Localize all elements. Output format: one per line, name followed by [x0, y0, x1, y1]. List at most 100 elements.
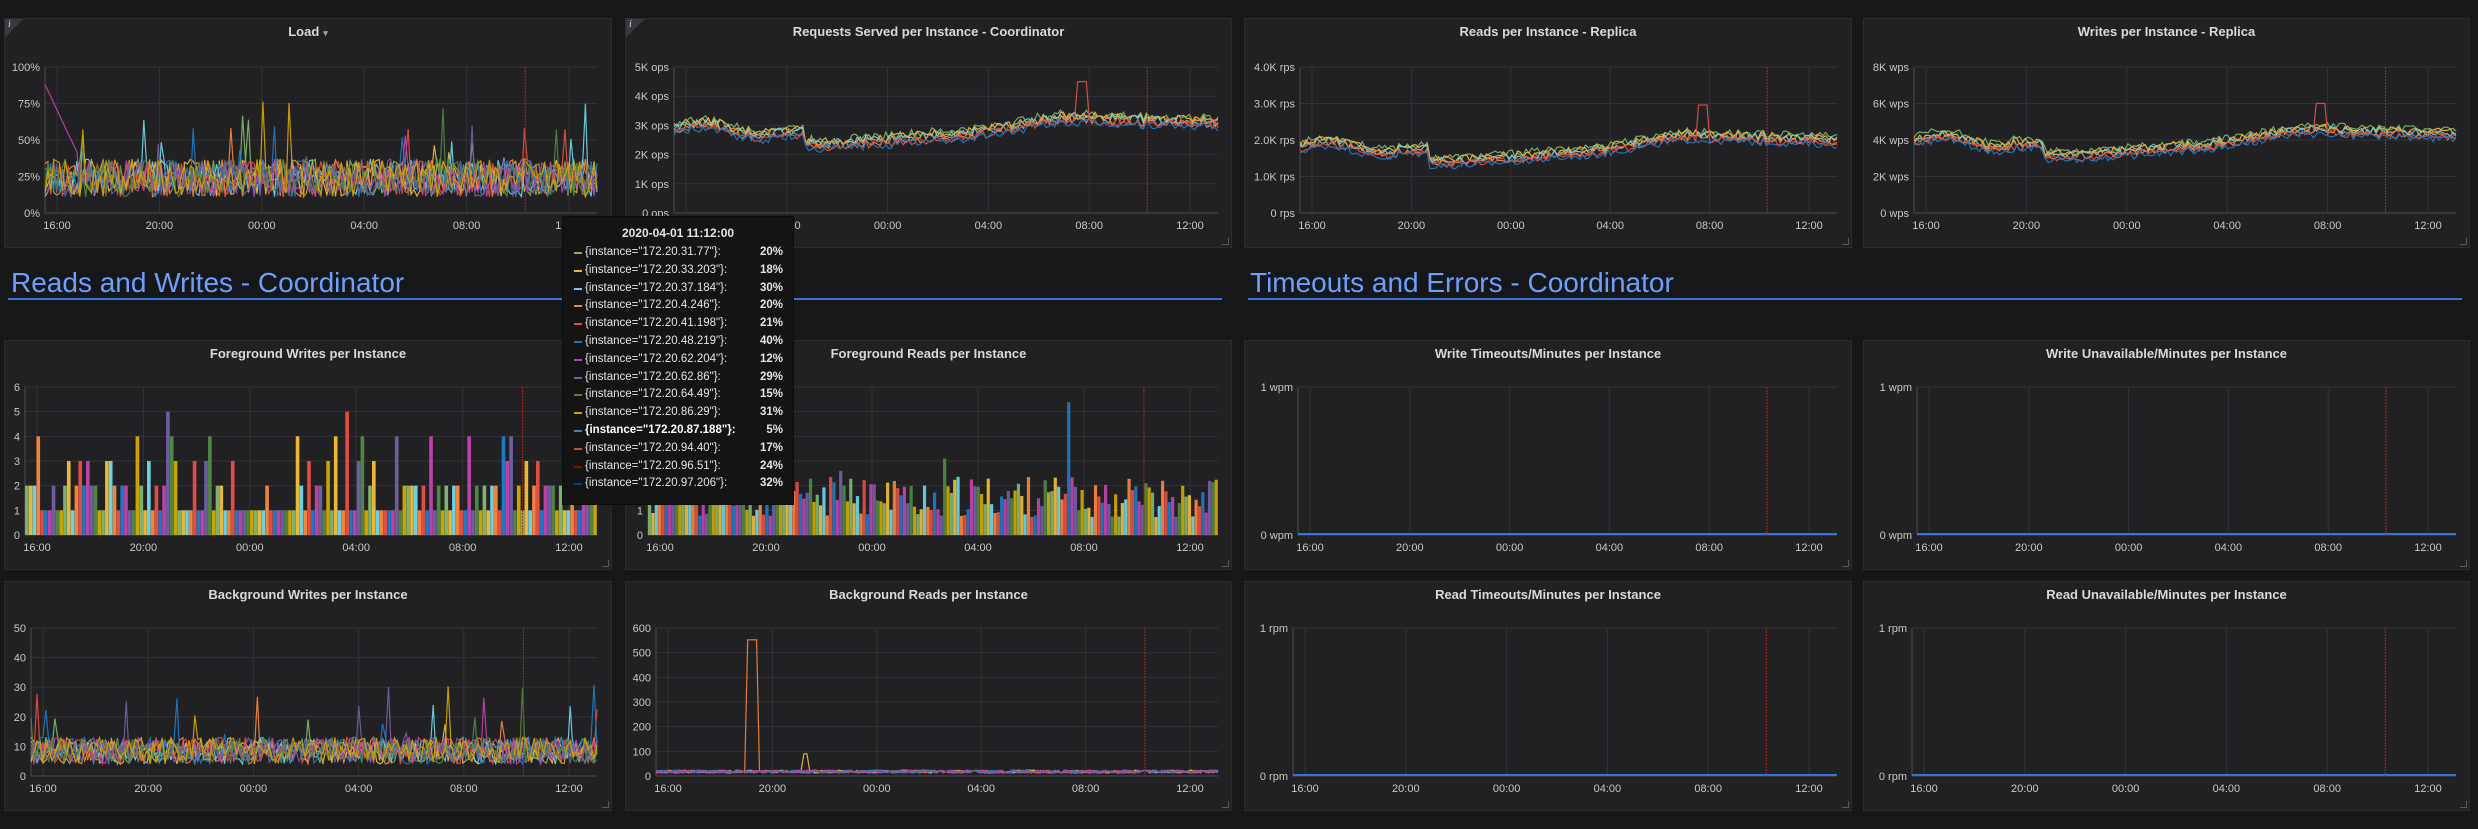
- series-group: [655, 639, 1219, 774]
- bar: [832, 482, 836, 535]
- panel-background-reads[interactable]: Background Reads per Instance 0 100 200 300…: [625, 581, 1232, 811]
- panel-title[interactable]: Foreground Writes per Instance: [209, 346, 407, 361]
- panel-title[interactable]: Write Timeouts/Minutes per Instance: [1434, 346, 1662, 361]
- bar: [1150, 492, 1155, 535]
- x-tick-label: 08:00: [2314, 542, 2342, 554]
- bar: [1107, 504, 1111, 535]
- bar: [1063, 493, 1067, 535]
- series-line: [44, 101, 598, 199]
- resize-handle[interactable]: [1222, 801, 1229, 808]
- bar: [379, 510, 384, 535]
- panel-requests-served[interactable]: i Requests Served per Instance - Coordin…: [625, 18, 1232, 248]
- resize-handle[interactable]: [2460, 560, 2467, 567]
- panel-read-timeouts[interactable]: Read Timeouts/Minutes per Instance 0 rpm…: [1244, 581, 1852, 811]
- panel-load[interactable]: i Load ▾ 0% 25% 50% 75% 100% 16:00 20:00 00:00 04…: [4, 18, 612, 248]
- series-color-swatch: [574, 305, 582, 308]
- chart-foreground-writes[interactable]: 0 1 2 3 4 5 6 16:00 20:00 00:00 04:00 08:00 12:00: [5, 341, 613, 571]
- series-color-swatch: [574, 287, 582, 290]
- bar: [391, 510, 395, 535]
- y-tick-label: 0: [645, 771, 651, 783]
- bar: [238, 510, 243, 535]
- panel-foreground-reads[interactable]: Foreground Reads per Instance 012345616:…: [625, 340, 1232, 570]
- y-tick-label: 100: [633, 746, 651, 758]
- bar: [535, 461, 540, 535]
- panel-title[interactable]: Writes per Instance - Replica: [2077, 24, 2256, 39]
- row-title-timeouts-errors[interactable]: Timeouts and Errors - Coordinator: [1250, 267, 1674, 298]
- panel-title[interactable]: Read Timeouts/Minutes per Instance: [1435, 587, 1661, 602]
- bar: [678, 483, 682, 535]
- bar: [269, 510, 273, 535]
- panel-reads-replica[interactable]: Reads per Instance - Replica 0 rps 1.0K r…: [1244, 18, 1852, 248]
- bar: [1013, 490, 1017, 535]
- chevron-down-icon[interactable]: ▾: [323, 28, 328, 38]
- panel-title[interactable]: Requests Served per Instance - Coordinat…: [792, 24, 1065, 39]
- row-title-reads-writes[interactable]: Reads and Writes - Coordinator: [11, 267, 405, 298]
- panel-title[interactable]: Load ▾: [288, 24, 328, 39]
- panel-title[interactable]: Foreground Reads per Instance: [830, 346, 1027, 361]
- panel-read-unavailable[interactable]: Read Unavailable/Minutes per Instance 0 …: [1863, 581, 2470, 811]
- series-color-swatch: [574, 447, 582, 450]
- panel-title[interactable]: Reads per Instance - Replica: [1459, 24, 1637, 39]
- chart-read-unavailable[interactable]: 0 rpm 1 rpm 16:00 20:00 00:00 04:00 08:00 12:00: [1864, 582, 2471, 812]
- y-tick-label: 0 rps: [1271, 208, 1296, 220]
- series-color-swatch: [574, 376, 582, 379]
- x-tick-label: 04:00: [2213, 783, 2241, 795]
- panel-title[interactable]: Background Writes per Instance: [208, 587, 408, 602]
- resize-handle[interactable]: [2460, 238, 2467, 245]
- chart-write-unavailable[interactable]: 0 wpm 1 wpm 16:00 20:00 00:00 04:00 08:00 12:00: [1864, 341, 2471, 571]
- panel-background-writes[interactable]: Background Writes per Instance 0 10 20 30 40…: [4, 581, 612, 811]
- resize-handle[interactable]: [1842, 238, 1849, 245]
- info-icon[interactable]: i: [5, 19, 23, 37]
- bar: [1164, 491, 1168, 535]
- bar: [721, 480, 725, 535]
- resize-handle[interactable]: [602, 801, 609, 808]
- series-group: [1299, 104, 1838, 170]
- chart-writes-replica[interactable]: 0 wps 2K wps 4K wps 6K wps 8K wps 16:00 20:00 0…: [1864, 19, 2471, 249]
- panel-title[interactable]: Write Unavailable/Minutes per Instance: [2045, 346, 2288, 361]
- info-icon[interactable]: i: [626, 19, 644, 37]
- panel-foreground-writes[interactable]: Foreground Writes per Instance 0 1 2 3 4 5 6 16…: [4, 340, 612, 570]
- x-tick-label: 00:00: [240, 783, 268, 795]
- bar: [1080, 490, 1084, 535]
- bar: [1043, 480, 1047, 535]
- x-tick-label: 12:00: [2414, 783, 2442, 795]
- x-tick-label: 08:00: [1070, 542, 1098, 554]
- resize-handle[interactable]: [2460, 801, 2467, 808]
- panel-title[interactable]: Read Unavailable/Minutes per Instance: [2046, 587, 2287, 602]
- y-tick-label: 4K wps: [1873, 135, 1910, 147]
- y-tick-label: 5K ops: [635, 62, 670, 74]
- x-tick-label: 16:00: [1912, 220, 1940, 232]
- resize-handle[interactable]: [1222, 560, 1229, 567]
- panel-title[interactable]: Background Reads per Instance: [829, 587, 1028, 602]
- chart-background-reads[interactable]: 0 100 200 300 400 500 600 16:00 20:00 00:00 04:00 0…: [626, 582, 1233, 812]
- bar: [1171, 496, 1175, 535]
- bar: [741, 480, 746, 535]
- resize-handle[interactable]: [1222, 238, 1229, 245]
- panel-writes-replica[interactable]: Writes per Instance - Replica 0 wps 2K wp…: [1863, 18, 2470, 248]
- chart-load[interactable]: 0% 25% 50% 75% 100% 16:00 20:00 00:00 04:00 08:00…: [5, 19, 613, 249]
- bar: [1033, 515, 1037, 535]
- resize-handle[interactable]: [1842, 560, 1849, 567]
- bar: [47, 510, 52, 535]
- bar: [311, 510, 315, 535]
- panel-write-timeouts[interactable]: Write Timeouts/Minutes per Instance 0 wp…: [1244, 340, 1852, 570]
- bar: [501, 436, 506, 535]
- y-tick-label: 1: [637, 505, 643, 517]
- resize-handle[interactable]: [602, 560, 609, 567]
- bar: [356, 461, 361, 535]
- resize-handle[interactable]: [1842, 801, 1849, 808]
- chart-read-timeouts[interactable]: 0 rpm 1 rpm 16:00 20:00 00:00 04:00 08:00 12:00: [1245, 582, 1853, 812]
- bar: [345, 411, 349, 535]
- chart-write-timeouts[interactable]: 0 wpm 1 wpm 16:00 20:00 00:00 04:00 08:00 12:00: [1245, 341, 1853, 571]
- chart-reads-replica[interactable]: 0 rps 1.0K rps 2.0K rps 3.0K rps 4.0K rps 16:…: [1245, 19, 1853, 249]
- y-tick-label: 5: [14, 407, 20, 419]
- bar: [284, 510, 288, 535]
- tooltip-series-label: {instance="172.20.87.188"}:: [585, 423, 736, 436]
- panel-write-unavailable[interactable]: Write Unavailable/Minutes per Instance 0…: [1863, 340, 2470, 570]
- bar: [463, 510, 468, 535]
- bar: [745, 509, 749, 535]
- chart-background-writes[interactable]: 0 10 20 30 40 50 16:00 20:00 00:00 04:00 08:00 12:0…: [5, 582, 613, 812]
- bar: [257, 510, 262, 535]
